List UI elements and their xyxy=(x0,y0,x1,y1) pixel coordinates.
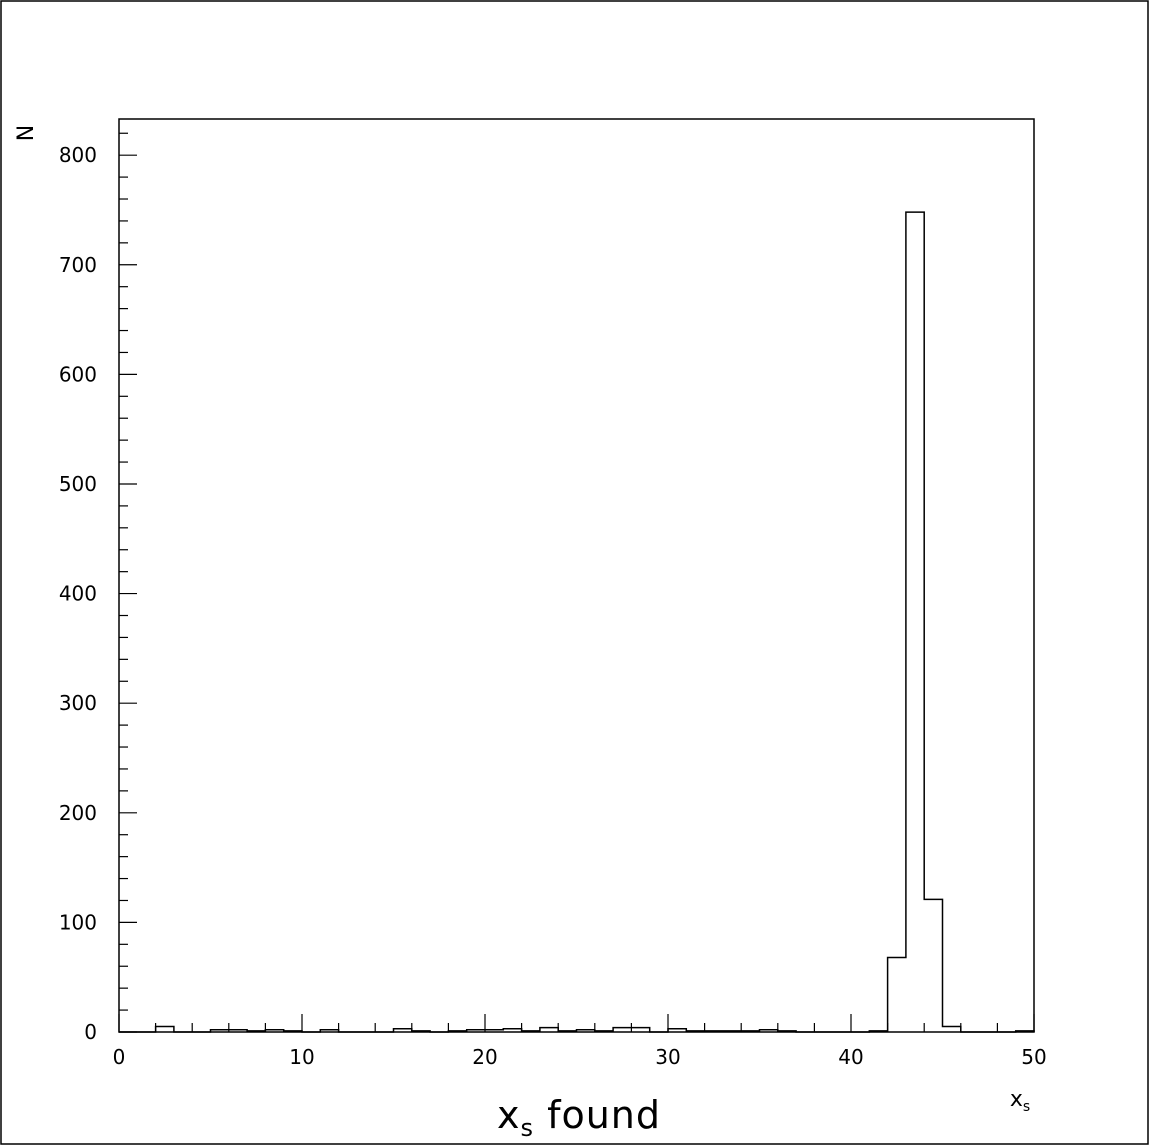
x-axis-title-main: x xyxy=(497,1093,521,1137)
x-tick-label: 30 xyxy=(655,1045,680,1069)
x-axis-corner-main: x xyxy=(1010,1087,1023,1112)
y-axis-label: N xyxy=(14,125,39,141)
y-tick-label: 500 xyxy=(59,472,97,496)
y-tick-label: 200 xyxy=(59,801,97,825)
y-tick-label: 100 xyxy=(59,910,97,934)
x-tick-label: 0 xyxy=(113,1045,126,1069)
x-tick-label: 20 xyxy=(472,1045,497,1069)
x-tick-label: 40 xyxy=(838,1045,863,1069)
x-axis-corner-label: xs xyxy=(1010,1087,1030,1115)
histogram-bin xyxy=(906,212,924,1032)
x-axis-title-sub: s xyxy=(520,1114,534,1142)
plot-frame xyxy=(118,118,1035,1033)
y-tick-label: 800 xyxy=(59,143,97,167)
histogram-bin xyxy=(924,899,942,1032)
y-tick-label: 700 xyxy=(59,253,97,277)
y-tick-label: 300 xyxy=(59,691,97,715)
x-tick-label: 50 xyxy=(1021,1045,1046,1069)
histogram-bin xyxy=(888,957,906,1032)
y-tick-label: 400 xyxy=(59,582,97,606)
histogram-outline xyxy=(119,211,1035,1033)
x-axis-title-suffix: found xyxy=(534,1093,661,1137)
histogram-bins xyxy=(156,212,1034,1032)
x-axis-corner-sub: s xyxy=(1023,1099,1030,1115)
histogram-bin xyxy=(943,1027,961,1032)
y-tick-label: 600 xyxy=(59,362,97,386)
x-axis: 0 10 20 30 40 50 xyxy=(113,1014,1047,1069)
x-tick-label: 10 xyxy=(289,1045,314,1069)
y-tick-label: 0 xyxy=(84,1020,97,1044)
x-axis-title: xs found xyxy=(497,1093,661,1142)
y-axis: 0 100 200 300 400 500 600 700 800 xyxy=(59,132,137,1044)
histogram-bin xyxy=(156,1027,174,1032)
